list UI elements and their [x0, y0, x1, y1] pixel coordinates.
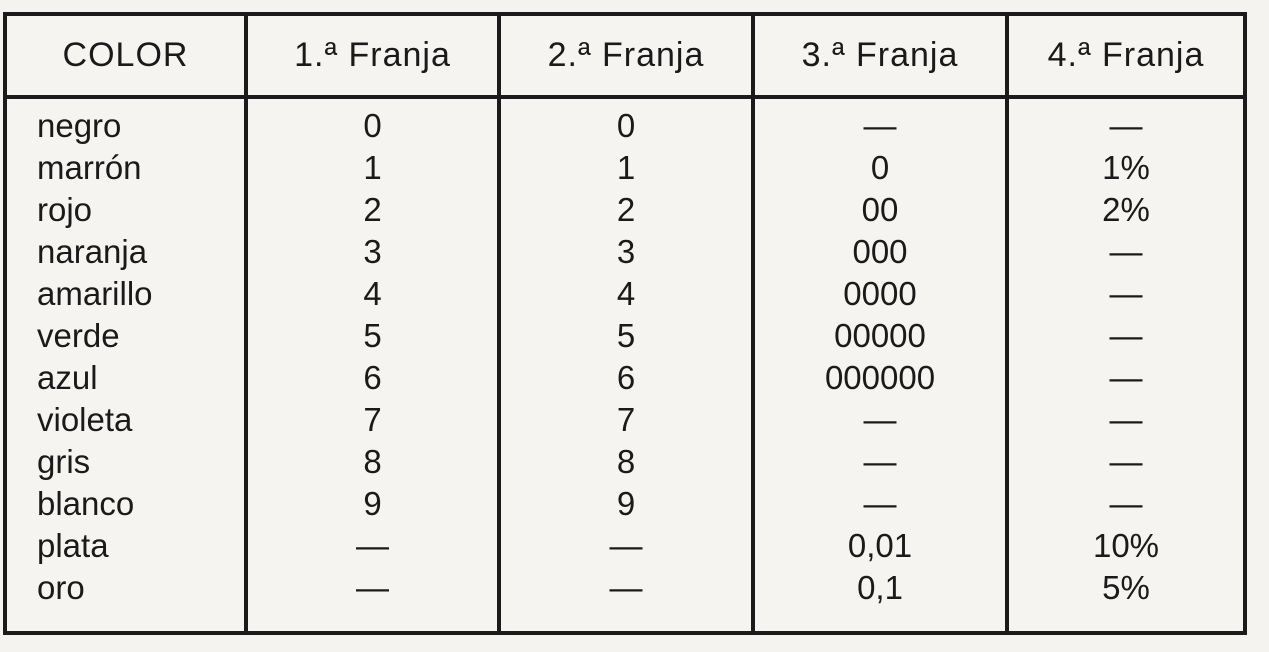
franja1-value: 1 [363, 149, 382, 186]
franja4-column: — 1% 2% — — — — — — — 10% 5% [1009, 99, 1243, 631]
franja1-value: 5 [363, 317, 382, 354]
franja2-value: 3 [616, 233, 636, 270]
franja4-value: — [1109, 401, 1143, 438]
franja2-value: 7 [616, 401, 636, 438]
column-header-franja4: 4.ª Franja [1047, 36, 1205, 74]
franja3-value: 000 [852, 233, 908, 270]
franja2-value: 2 [616, 191, 636, 228]
franja2-value: 8 [616, 443, 636, 480]
franja1-value: 9 [363, 485, 382, 522]
color-column: negro marrón rojo naranja amarillo verde… [7, 99, 248, 631]
franja4-value: 5% [1102, 569, 1150, 606]
franja4-value: — [1109, 485, 1143, 522]
column-header-color: COLOR [7, 16, 248, 95]
franja3-value: — [863, 443, 897, 480]
color-name: azul [37, 359, 98, 396]
franja2-value: — [609, 569, 643, 606]
franja4-value: — [1109, 233, 1143, 270]
color-name: naranja [37, 233, 148, 270]
franja4-value: 1% [1102, 149, 1150, 186]
franja1-value: 2 [363, 191, 382, 228]
franja3-value: 0000 [843, 275, 917, 312]
table-header-row: COLOR 1.ª Franja 2.ª Franja 3.ª Franja 4… [7, 16, 1243, 99]
franja3-value: — [863, 485, 897, 522]
color-name: rojo [37, 191, 93, 228]
color-name: oro [37, 569, 85, 606]
franja3-value: 0,1 [857, 569, 903, 606]
franja2-value: 9 [616, 485, 636, 522]
franja3-value: 00 [861, 191, 899, 228]
franja1-column: 0 1 2 3 4 5 6 7 8 9 — — [248, 99, 501, 631]
color-name: gris [37, 443, 91, 480]
franja2-value: 5 [616, 317, 636, 354]
franja3-value: 0,01 [847, 527, 913, 564]
franja2-value: 0 [616, 107, 636, 144]
resistor-color-code-table: COLOR 1.ª Franja 2.ª Franja 3.ª Franja 4… [3, 12, 1247, 635]
franja3-value: — [863, 401, 897, 438]
franja1-value: — [356, 527, 389, 564]
color-name: marrón [37, 149, 142, 186]
color-name: verde [37, 317, 120, 354]
color-name: violeta [37, 401, 133, 438]
franja4-value: — [1109, 443, 1143, 480]
franja2-value: 1 [616, 149, 636, 186]
franja1-value: — [356, 569, 389, 606]
table-body: negro marrón rojo naranja amarillo verde… [7, 99, 1243, 631]
color-name: negro [37, 107, 122, 144]
franja1-value: 8 [363, 443, 382, 480]
franja1-value: 0 [363, 107, 382, 144]
franja2-value: — [609, 527, 643, 564]
franja3-value: 00000 [834, 317, 926, 354]
franja3-value: 0 [870, 149, 890, 186]
franja4-value: 2% [1102, 191, 1150, 228]
color-name: amarillo [37, 275, 153, 312]
color-name: blanco [37, 485, 135, 522]
franja4-value: — [1109, 317, 1143, 354]
franja4-value: — [1109, 359, 1143, 396]
column-header-franja1: 1.ª Franja [248, 16, 501, 95]
column-header-franja3: 3.ª Franja [755, 16, 1009, 95]
column-header-franja2: 2.ª Franja [501, 16, 755, 95]
franja3-column: — 0 00 000 0000 00000 000000 — — — 0,01 … [755, 99, 1009, 631]
franja1-value: 7 [363, 401, 382, 438]
color-name: plata [37, 527, 109, 564]
franja3-value: 000000 [824, 359, 936, 396]
franja1-value: 4 [363, 275, 382, 312]
franja4-value: 10% [1092, 527, 1160, 564]
franja4-value: — [1109, 107, 1143, 144]
franja1-value: 3 [363, 233, 382, 270]
franja2-column: 0 1 2 3 4 5 6 7 8 9 — — [501, 99, 755, 631]
franja2-value: 6 [616, 359, 636, 396]
franja1-value: 6 [363, 359, 382, 396]
franja2-value: 4 [616, 275, 636, 312]
franja4-value: — [1109, 275, 1143, 312]
franja3-value: — [863, 107, 897, 144]
